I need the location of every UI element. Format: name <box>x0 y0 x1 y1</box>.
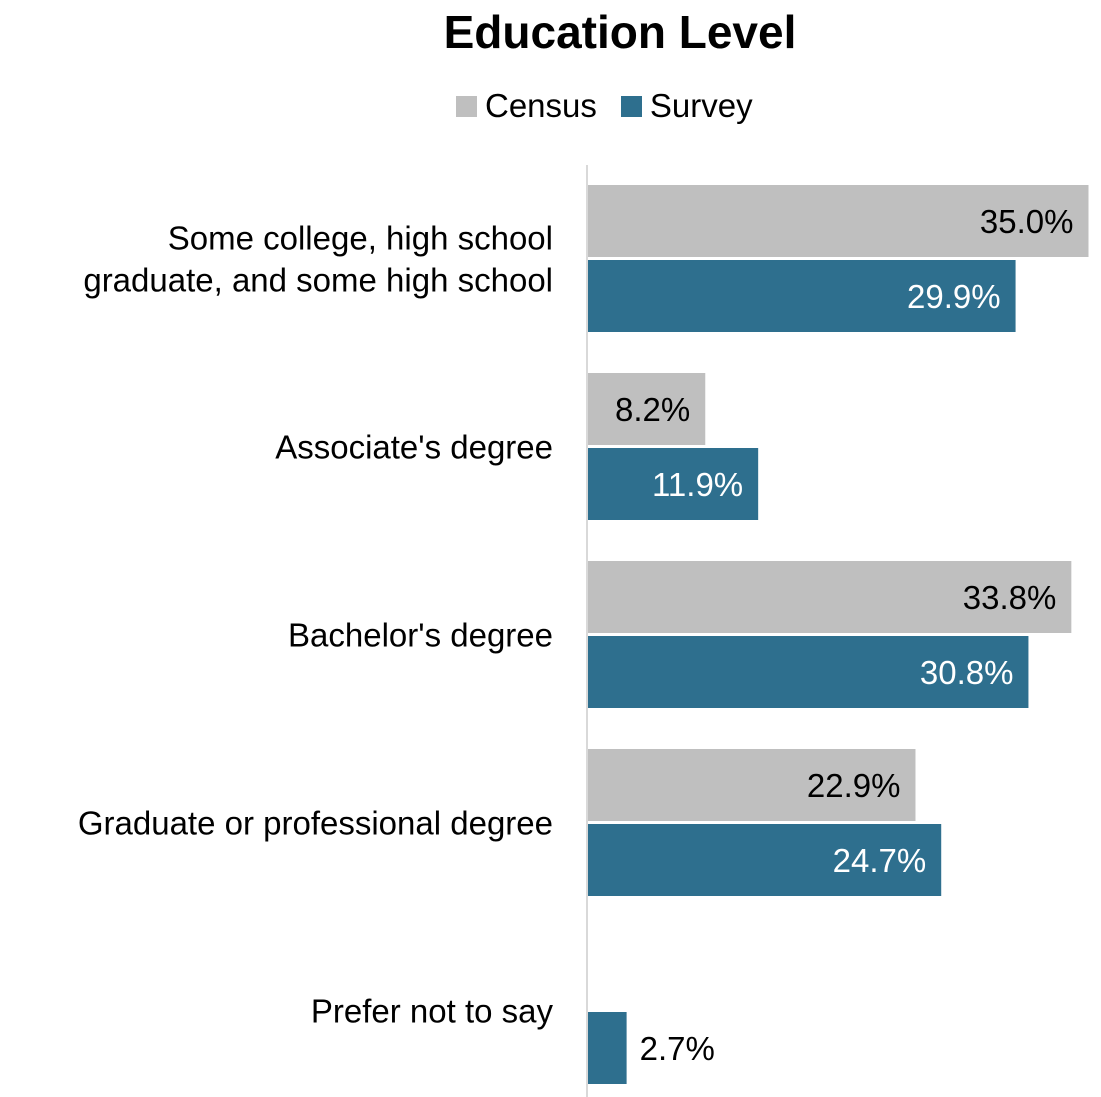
data-label: 11.9% <box>652 466 743 503</box>
bar-survey <box>588 1012 627 1084</box>
data-label: 30.8% <box>920 654 1014 691</box>
category-label: Prefer not to say <box>311 993 554 1030</box>
data-label: 22.9% <box>807 767 901 804</box>
data-label: 33.8% <box>963 579 1057 616</box>
category-label: graduate, and some high school <box>83 262 553 299</box>
category-label: Some college, high school <box>168 220 553 257</box>
category-label: Bachelor's degree <box>288 617 553 654</box>
category-label: Associate's degree <box>275 429 553 466</box>
data-label: 8.2% <box>615 391 690 428</box>
data-label: 2.7% <box>640 1030 715 1067</box>
data-label: 29.9% <box>907 278 1001 315</box>
data-label: 35.0% <box>980 203 1074 240</box>
data-label: 24.7% <box>833 842 927 879</box>
category-label: Graduate or professional degree <box>78 805 553 842</box>
